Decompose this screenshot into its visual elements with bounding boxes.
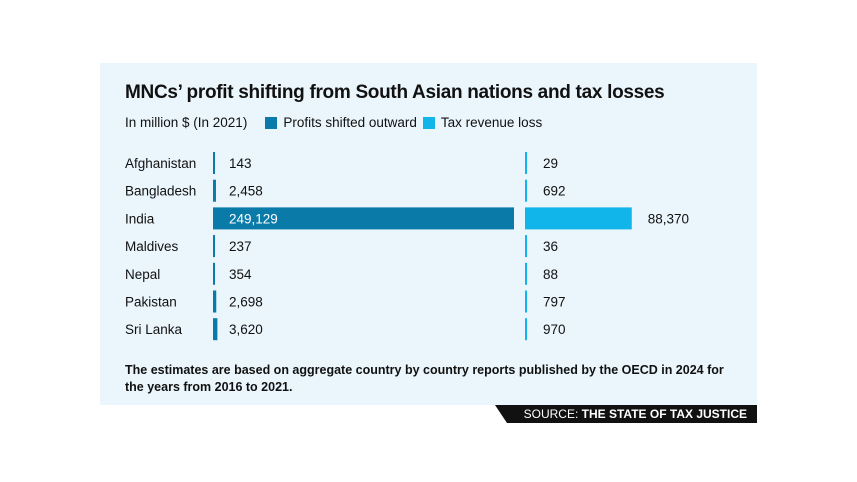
tax-loss-value: 36	[543, 239, 558, 254]
profit-bar	[213, 318, 218, 341]
profit-bar	[213, 207, 514, 230]
profit-bar	[213, 290, 217, 313]
tax-loss-value: 88,370	[648, 211, 689, 226]
category-label: Nepal	[125, 267, 160, 282]
tax-loss-bar	[525, 262, 527, 285]
chart-note: The estimates are based on aggregate cou…	[125, 363, 724, 394]
tax-loss-bar	[525, 179, 527, 202]
category-label: Pakistan	[125, 295, 177, 310]
source-label: SOURCE:	[523, 407, 579, 421]
tax-loss-bar	[525, 152, 527, 174]
profit-bar	[213, 262, 215, 285]
tax-loss-bar	[525, 235, 527, 258]
profit-bar	[213, 152, 215, 174]
category-label: Sri Lanka	[125, 322, 183, 337]
tax-loss-bar	[525, 318, 527, 341]
category-label: Afghanistan	[125, 156, 196, 171]
profit-value: 354	[229, 267, 252, 282]
legend-swatch-tax	[422, 116, 435, 129]
profit-value: 143	[229, 156, 252, 171]
source-credit: SOURCE: THE STATE OF TAX JUSTICE 2025, T…	[495, 405, 757, 423]
profit-value: 3,620	[229, 322, 263, 337]
tax-loss-bar	[525, 290, 527, 313]
category-label: India	[125, 211, 155, 226]
tax-loss-value: 29	[543, 156, 558, 171]
source-text: THE STATE OF TAX JUSTICE 2025, TJN	[581, 407, 747, 439]
legend-swatch-profits	[265, 116, 278, 129]
profit-value: 249,129	[229, 211, 278, 226]
legend-label-tax: Tax revenue loss	[440, 115, 543, 130]
profit-bar	[213, 179, 216, 202]
profit-value: 2,698	[229, 295, 263, 310]
profit-value: 2,458	[229, 184, 263, 199]
profit-value: 237	[229, 239, 252, 254]
tax-loss-value: 797	[543, 295, 566, 310]
tax-loss-bar	[525, 207, 632, 230]
subtitle: In million $ (In 2021)	[125, 115, 248, 130]
category-label: Maldives	[125, 239, 179, 254]
legend: In million $ (In 2021) Profits shifted o…	[125, 115, 542, 130]
tax-loss-value: 88	[543, 267, 558, 282]
profit-bar	[213, 235, 215, 258]
category-label: Bangladesh	[125, 184, 196, 199]
chart-title: MNCs’ profit shifting from South Asian n…	[125, 82, 665, 103]
tax-loss-value: 692	[543, 184, 566, 199]
tax-loss-value: 970	[543, 322, 566, 337]
legend-label-profits: Profits shifted outward	[283, 115, 417, 130]
